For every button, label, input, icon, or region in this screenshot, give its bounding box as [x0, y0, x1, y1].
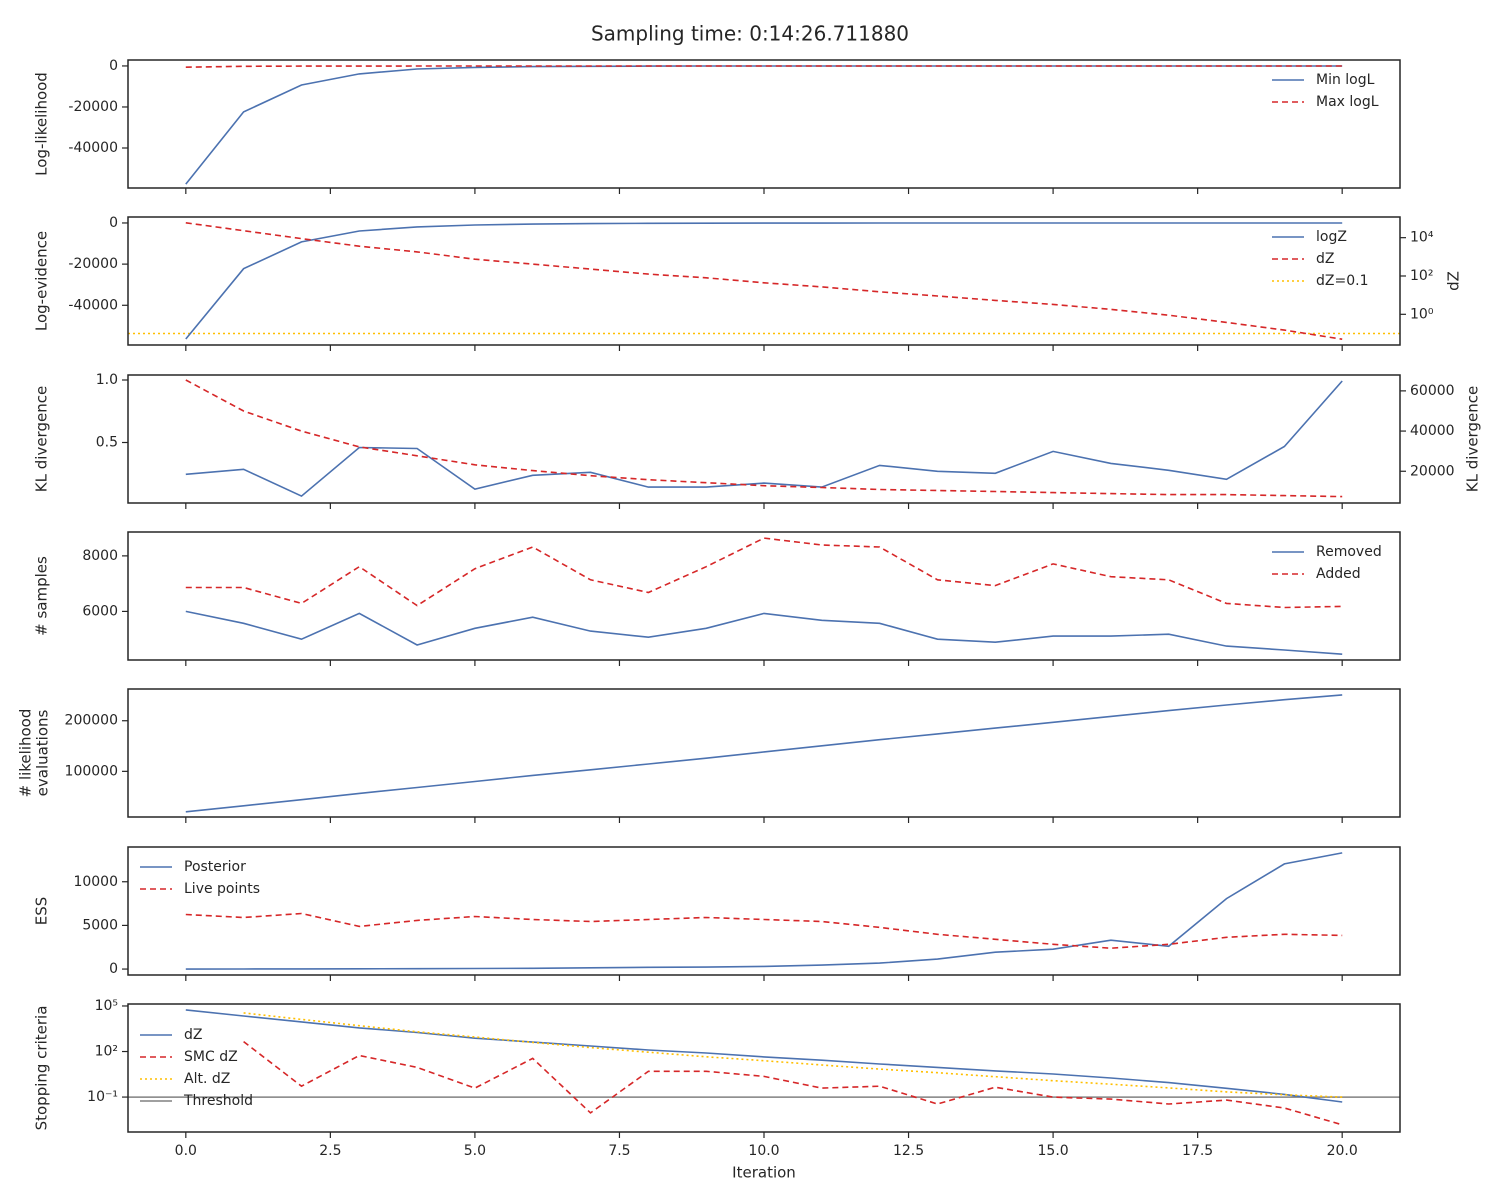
- x-tick-label: 0.0: [175, 1143, 197, 1159]
- x-tick-label: 10.0: [748, 1143, 779, 1159]
- series-line: [185, 379, 1343, 498]
- y-axis-label: evaluations: [34, 709, 52, 796]
- y-tick-label: 10⁻¹: [87, 1089, 118, 1105]
- x-axis-label: Iteration: [732, 1164, 796, 1182]
- series-line: [185, 912, 1343, 950]
- series-line: [185, 694, 1343, 813]
- legend-label: logZ: [1316, 229, 1347, 245]
- y-tick-label: 10000: [73, 874, 118, 890]
- y2-tick-label: 10⁴: [1410, 230, 1434, 246]
- y2-axis-label: dZ: [1445, 271, 1463, 291]
- axes-frame: [127, 531, 1401, 661]
- y2-tick-label: 40000: [1410, 423, 1455, 439]
- x-tick-label: 7.5: [608, 1143, 630, 1159]
- series-line: [185, 380, 1343, 498]
- x-tick-label: 17.5: [1182, 1143, 1213, 1159]
- y-tick-label: 0: [109, 58, 118, 74]
- series-line: [185, 65, 1343, 68]
- legend-label: dZ: [184, 1027, 202, 1043]
- legend-label: Max logL: [1316, 94, 1379, 110]
- axes-frame: [127, 688, 1401, 818]
- y-tick-label: 1.0: [96, 372, 118, 388]
- y-tick-label: -20000: [68, 256, 118, 272]
- legend-label: Live points: [184, 881, 260, 897]
- series-line: [185, 537, 1343, 609]
- y2-tick-label: 10²: [1410, 268, 1433, 284]
- x-tick-label: 12.5: [893, 1143, 924, 1159]
- y-axis-label: ESS: [33, 897, 51, 926]
- y-tick-label: 10²: [95, 1044, 118, 1060]
- legend-label: Threshold: [183, 1093, 253, 1109]
- y-tick-label: 200000: [65, 713, 118, 729]
- y-axis-label: Stopping criteria: [33, 1006, 51, 1131]
- y-axis-label: Log-evidence: [33, 231, 51, 331]
- series-line: [185, 1009, 1343, 1103]
- legend-label: Posterior: [184, 859, 246, 875]
- legend-label: Min logL: [1316, 72, 1375, 88]
- y-axis-label: Log-likelihood: [33, 72, 51, 176]
- y-axis-label: # samples: [33, 556, 51, 636]
- y-tick-label: 5000: [82, 917, 118, 933]
- y2-tick-label: 20000: [1410, 463, 1455, 479]
- y-tick-label: 0.5: [96, 435, 118, 451]
- x-tick-label: 15.0: [1038, 1143, 1069, 1159]
- axes-frame: [127, 846, 1401, 976]
- series-line: [243, 1012, 1343, 1098]
- y-tick-label: -40000: [68, 297, 118, 313]
- y-tick-label: 100000: [65, 763, 118, 779]
- y-tick-label: 8000: [82, 548, 118, 564]
- y-tick-label: -20000: [68, 99, 118, 115]
- y-tick-label: 0: [109, 961, 118, 977]
- legend-label: dZ=0.1: [1316, 273, 1368, 289]
- axes-frame: [127, 374, 1401, 504]
- series-line: [185, 222, 1343, 340]
- series-line: [185, 222, 1343, 340]
- y2-tick-label: 10⁰: [1410, 306, 1434, 322]
- y-tick-label: 6000: [82, 603, 118, 619]
- y2-axis-label: KL divergence: [1464, 386, 1482, 492]
- series-line: [185, 852, 1343, 970]
- legend-label: Alt. dZ: [184, 1071, 230, 1087]
- axes-frame: [127, 59, 1401, 189]
- y2-tick-label: 60000: [1410, 383, 1455, 399]
- figure-title: Sampling time: 0:14:26.711880: [591, 22, 909, 46]
- y-tick-label: 10⁵: [95, 998, 118, 1014]
- axes-frame: [127, 216, 1401, 346]
- legend-label: Removed: [1316, 544, 1382, 560]
- axes-frame: [127, 1003, 1401, 1133]
- y-axis-label: # likelihood: [17, 709, 35, 798]
- series-line: [185, 610, 1343, 655]
- x-tick-label: 5.0: [464, 1143, 486, 1159]
- legend-label: Added: [1316, 566, 1361, 582]
- series-line: [243, 1040, 1343, 1126]
- x-tick-label: 20.0: [1327, 1143, 1358, 1159]
- legend-label: dZ: [1316, 251, 1334, 267]
- y-tick-label: 0: [109, 215, 118, 231]
- legend-label: SMC dZ: [184, 1049, 238, 1065]
- y-axis-label: KL divergence: [33, 386, 51, 492]
- y-tick-label: -40000: [68, 140, 118, 156]
- x-tick-label: 2.5: [319, 1143, 341, 1159]
